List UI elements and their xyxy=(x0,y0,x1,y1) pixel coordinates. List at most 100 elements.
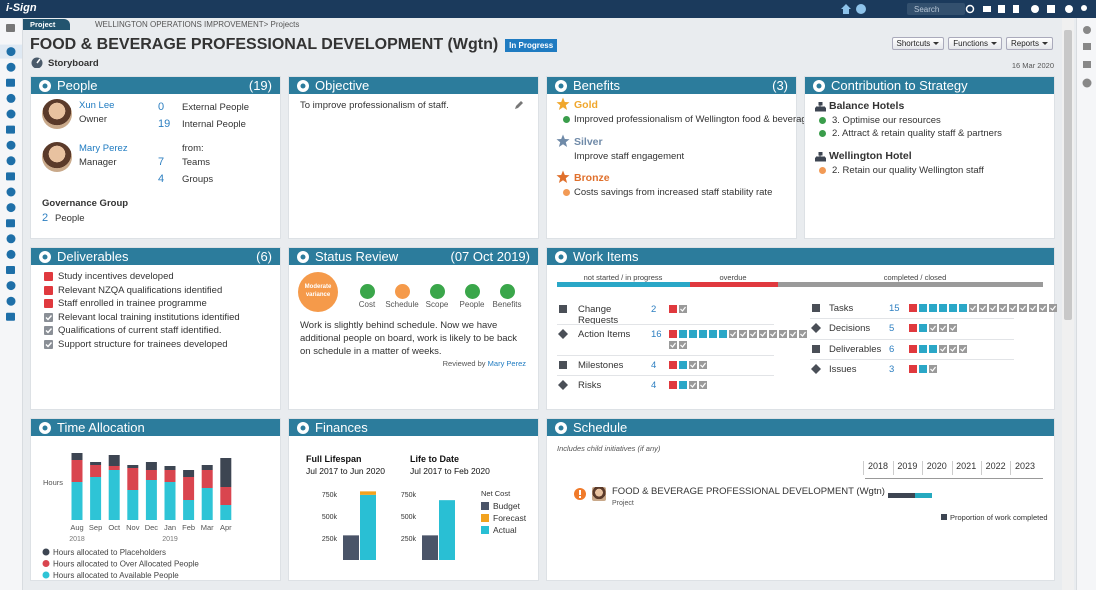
square xyxy=(719,330,727,338)
icon-inner xyxy=(816,83,822,89)
bar-segment xyxy=(127,490,139,520)
toolbar-icons[interactable] xyxy=(965,0,1090,18)
pencil xyxy=(515,101,523,109)
org-icon xyxy=(815,102,826,112)
bar-segment xyxy=(108,470,120,520)
item-square xyxy=(939,304,947,312)
item-icon xyxy=(811,323,821,333)
sidebar-icon xyxy=(6,47,16,57)
benefit-level: Gold xyxy=(574,99,598,111)
y-axis-label: Hours xyxy=(43,478,63,487)
avatar xyxy=(42,99,72,129)
sidebar-icon xyxy=(6,24,15,32)
check xyxy=(680,306,686,312)
check xyxy=(940,346,946,352)
check xyxy=(950,346,956,352)
sidebar-icon xyxy=(6,234,16,244)
item-square xyxy=(789,330,797,338)
sidebar-icons[interactable] xyxy=(0,18,22,348)
square xyxy=(669,305,677,313)
panel-title: People xyxy=(57,78,98,93)
panel-date: (07 Oct 2019) xyxy=(450,249,531,264)
indicator-label: Cost xyxy=(358,300,376,309)
icon-inner xyxy=(300,254,306,260)
bar-segment xyxy=(201,465,213,470)
header-button[interactable]: Shortcuts xyxy=(891,37,945,50)
panel-header: Work Items xyxy=(547,248,1054,265)
star xyxy=(556,170,570,183)
bar-segment xyxy=(220,487,232,505)
project-type: Project xyxy=(612,500,634,507)
deliverable-status xyxy=(44,272,53,281)
item-square xyxy=(669,305,677,313)
check xyxy=(45,314,53,321)
legend-swatch xyxy=(481,526,489,534)
check xyxy=(670,342,676,348)
check xyxy=(690,382,696,388)
panel-count: (6) xyxy=(256,249,272,264)
bar-segment xyxy=(90,477,102,520)
year-separator xyxy=(922,461,924,475)
x-tick-label: Aug xyxy=(70,523,83,532)
x-tick-label: Mar xyxy=(201,523,214,532)
square xyxy=(679,341,687,349)
header-button[interactable]: Reports xyxy=(1005,37,1053,50)
item-square xyxy=(689,381,697,389)
sidebar-icon xyxy=(6,203,16,213)
bar-segment xyxy=(164,470,176,482)
state-bar xyxy=(778,282,1043,287)
state-bar xyxy=(690,282,778,287)
item-square xyxy=(1039,304,1047,312)
timeline-axis xyxy=(865,478,1043,479)
breadcrumb[interactable]: WELLINGTON OPERATIONS IMPROVEMENT> Proje… xyxy=(95,20,300,29)
panel-icon xyxy=(39,422,51,434)
search-box[interactable]: Search xyxy=(907,3,965,15)
deliverable-text: Relevant NZQA qualifications identified xyxy=(58,284,223,296)
scrollbar[interactable] xyxy=(1062,18,1074,590)
icon-shape xyxy=(558,380,568,390)
schedule-note: Includes child initiatives (if any) xyxy=(557,444,661,453)
item-square xyxy=(959,345,967,353)
project-tab[interactable]: Project xyxy=(22,19,70,30)
strategy-item: 2. Retain our quality Wellington staff xyxy=(832,165,984,176)
bar-segment xyxy=(108,466,120,470)
bar xyxy=(360,494,376,560)
header-button[interactable]: Functions xyxy=(948,37,1002,50)
status-dot xyxy=(819,130,826,137)
year-separator xyxy=(863,461,865,475)
work-items-panel: Work Items not started / in progress overd… xyxy=(547,248,1057,409)
scroll-thumb[interactable] xyxy=(1064,30,1072,320)
y-tick-label: 750k xyxy=(401,492,417,499)
rail-icons[interactable] xyxy=(1077,18,1096,98)
bar-segment xyxy=(90,465,102,477)
icon-shape xyxy=(812,304,820,312)
year-label: 2019 xyxy=(897,461,918,471)
square xyxy=(959,304,967,312)
finance-period: Jul 2017 to Feb 2020 xyxy=(410,466,490,476)
button-label: Shortcuts xyxy=(896,39,931,48)
item-square xyxy=(1049,304,1057,312)
bar-segment xyxy=(127,468,139,490)
item-square xyxy=(679,305,687,313)
objective-text: To improve professionalism of staff. xyxy=(300,100,449,111)
item-square xyxy=(749,330,757,338)
check xyxy=(45,328,53,334)
mark xyxy=(579,496,581,498)
icon-inner xyxy=(558,425,564,431)
icon-inner xyxy=(42,425,48,431)
item-square xyxy=(769,330,777,338)
item-label: Deliverables xyxy=(829,344,882,355)
deliverable-status xyxy=(44,312,53,322)
sidebar-icon xyxy=(6,125,15,134)
icon-inner xyxy=(300,425,306,431)
indicator-label: Scope xyxy=(425,300,449,309)
finance-title: Life to Date xyxy=(410,454,459,464)
panel-title: Contribution to Strategy xyxy=(831,78,968,93)
nav-icons[interactable] xyxy=(835,0,885,18)
item-square xyxy=(679,381,687,389)
year-separator xyxy=(980,461,982,475)
square xyxy=(989,304,997,312)
item-count: 3 xyxy=(889,364,895,375)
logo[interactable]: i-Sign xyxy=(6,2,37,14)
